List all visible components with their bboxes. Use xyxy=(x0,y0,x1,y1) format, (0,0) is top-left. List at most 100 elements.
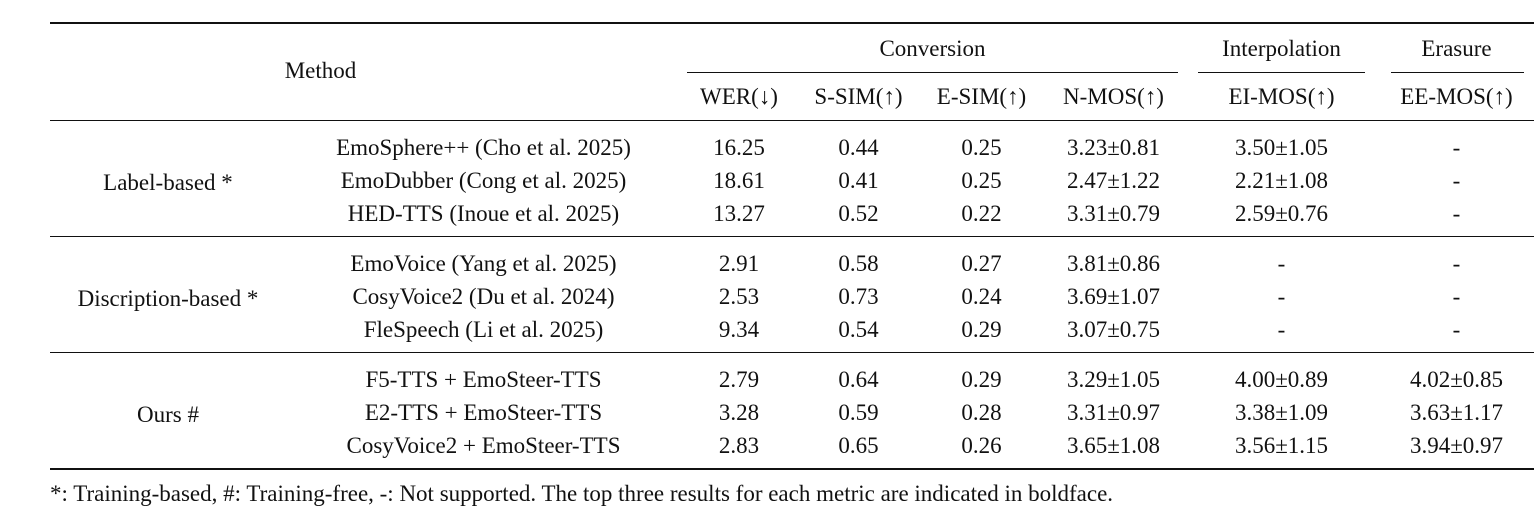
cell-e-sim: 0.29 xyxy=(961,317,1002,342)
cell-wer: 2.91 xyxy=(718,251,760,276)
cmid-rule xyxy=(1198,72,1365,73)
table-row: E2-TTS + EmoSteer-TTS 3.28 0.59 0.28 3.31±0.… xyxy=(50,396,1534,429)
cell-ei-mos: - xyxy=(1277,251,1286,276)
cell-ee-mos: 3.94±0.97 xyxy=(1409,433,1504,458)
cell-ee-mos: - xyxy=(1452,135,1461,160)
cell-n-mos: 3.31±0.97 xyxy=(1066,400,1161,425)
cell-ei-mos: 3.56±1.15 xyxy=(1234,433,1329,458)
cell-wer: 18.61 xyxy=(713,168,765,193)
cell-n-mos: 3.31±0.79 xyxy=(1066,201,1161,226)
cell-s-sim: 0.52 xyxy=(838,201,879,226)
cmid-rule xyxy=(797,72,920,73)
cell-ee-mos: - xyxy=(1452,168,1461,193)
method-name: EmoSphere++ (Cho et al. 2025) xyxy=(336,135,631,160)
cell-ei-mos: 3.50±1.05 xyxy=(1234,135,1329,160)
metric-header-text: N-MOS(↑) xyxy=(1063,83,1164,109)
method-name: HED-TTS (Inoue et al. 2025) xyxy=(347,201,620,226)
conversion-header-label: Conversion xyxy=(879,35,986,61)
table-row: CosyVoice2 (Du et al. 2024) 2.53 0.73 0.24 3… xyxy=(50,280,1534,313)
method-name: CosyVoice2 + EmoSteer-TTS xyxy=(346,433,621,458)
cell-e-sim: 0.26 xyxy=(961,433,1002,458)
method-name: CosyVoice2 (Du et al. 2024) xyxy=(352,284,615,309)
table-row: Ours # F5-TTS + EmoSteer-TTS 2.79 0.64 0.29 3… xyxy=(50,352,1534,426)
group-label: Discription-based * xyxy=(77,286,259,311)
cell-n-mos: 3.65±1.08 xyxy=(1066,433,1161,458)
cell-ei-mos: 3.38±1.09 xyxy=(1234,400,1329,425)
cell-ei-mos: - xyxy=(1277,284,1286,309)
conversion-header: Conversion xyxy=(681,23,1184,72)
metric-header-s-sim: S-SIM(↑) xyxy=(797,72,920,121)
table-row: HED-TTS (Inoue et al. 2025) 13.27 0.52 0.22… xyxy=(50,197,1534,237)
cell-ei-mos: - xyxy=(1277,317,1286,342)
metric-header-text: EE-MOS(↑) xyxy=(1400,83,1513,109)
cell-wer: 2.83 xyxy=(718,433,760,458)
cell-s-sim: 0.65 xyxy=(838,433,879,458)
cmid-rule xyxy=(687,72,797,73)
results-table: Method Conversion Interpolation Erasure … xyxy=(50,22,1534,470)
results-table-figure: Method Conversion Interpolation Erasure … xyxy=(50,22,1534,505)
cell-s-sim: 0.41 xyxy=(838,168,879,193)
cell-n-mos: 2.47±1.22 xyxy=(1066,168,1161,193)
metric-header-text: EI-MOS(↑) xyxy=(1228,83,1335,109)
group-label: Ours # xyxy=(137,402,199,427)
table-row: CosyVoice2 + EmoSteer-TTS 2.83 0.65 0.26 3.6… xyxy=(50,429,1534,469)
cell-n-mos: 3.29±1.05 xyxy=(1066,367,1161,392)
cell-wer: 3.28 xyxy=(718,400,760,425)
cell-ei-mos: 4.00±0.89 xyxy=(1234,367,1329,392)
cell-s-sim: 0.59 xyxy=(838,400,879,425)
cell-n-mos: 3.81±0.86 xyxy=(1066,251,1161,276)
cell-ee-mos: 3.63±1.17 xyxy=(1409,400,1504,425)
metric-header-wer: WER(↓) xyxy=(681,72,797,121)
table-row: FleSpeech (Li et al. 2025) 9.34 0.54 0.29 3.… xyxy=(50,313,1534,353)
interpolation-header: Interpolation xyxy=(1184,23,1379,72)
interpolation-header-label: Interpolation xyxy=(1222,35,1341,61)
cell-wer: 13.27 xyxy=(713,201,765,226)
cell-e-sim: 0.29 xyxy=(961,367,1002,392)
cell-n-mos: 3.07±0.75 xyxy=(1066,317,1161,342)
cell-ee-mos: 4.02±0.85 xyxy=(1409,367,1504,392)
method-name: F5-TTS + EmoSteer-TTS xyxy=(365,367,602,392)
cell-wer: 9.34 xyxy=(718,317,760,342)
cell-ee-mos: - xyxy=(1452,201,1461,226)
cell-ee-mos: - xyxy=(1452,317,1461,342)
metric-header-text: E-SIM(↑) xyxy=(936,83,1027,109)
cell-e-sim: 0.24 xyxy=(961,284,1002,309)
cmid-rule xyxy=(1391,72,1524,73)
cell-n-mos: 3.69±1.07 xyxy=(1066,284,1161,309)
cell-e-sim: 0.25 xyxy=(961,135,1002,160)
cell-ee-mos: - xyxy=(1452,284,1461,309)
metric-header-ei-mos: EI-MOS(↑) xyxy=(1184,72,1379,121)
cell-s-sim: 0.73 xyxy=(838,284,879,309)
cmid-rule xyxy=(920,72,1043,73)
metric-header-text: WER(↓) xyxy=(700,83,778,109)
group-label: Label-based * xyxy=(103,170,233,195)
erasure-header: Erasure xyxy=(1379,23,1534,72)
method-name: EmoDubber (Cong et al. 2025) xyxy=(340,168,627,193)
method-name: FleSpeech (Li et al. 2025) xyxy=(363,317,604,342)
method-header: Method xyxy=(284,57,357,83)
erasure-header-label: Erasure xyxy=(1421,35,1492,61)
cell-ee-mos: - xyxy=(1452,251,1461,276)
table-row: Label-based * EmoSphere++ (Cho et al. 202… xyxy=(50,120,1534,194)
metric-header-ee-mos: EE-MOS(↑) xyxy=(1379,72,1534,121)
cell-n-mos: 3.23±0.81 xyxy=(1066,135,1161,160)
cmid-rule xyxy=(1043,72,1178,73)
table-row: Discription-based * EmoVoice (Yang et al.… xyxy=(50,236,1534,310)
cell-s-sim: 0.54 xyxy=(838,317,879,342)
cell-wer: 16.25 xyxy=(713,135,765,160)
method-name: EmoVoice (Yang et al. 2025) xyxy=(350,251,617,276)
metric-header-n-mos: N-MOS(↑) xyxy=(1043,72,1184,121)
cell-wer: 2.79 xyxy=(718,367,760,392)
metric-header-e-sim: E-SIM(↑) xyxy=(920,72,1043,121)
cell-ei-mos: 2.59±0.76 xyxy=(1234,201,1329,226)
cell-s-sim: 0.64 xyxy=(838,367,879,392)
cell-ei-mos: 2.21±1.08 xyxy=(1234,168,1329,193)
method-name: E2-TTS + EmoSteer-TTS xyxy=(364,400,603,425)
table-row: EmoDubber (Cong et al. 2025) 18.61 0.41 0.2… xyxy=(50,164,1534,197)
cell-e-sim: 0.28 xyxy=(961,400,1002,425)
table-footnote: *: Training-based, #: Training-free, -: … xyxy=(50,481,1114,506)
cell-s-sim: 0.44 xyxy=(838,135,879,160)
metric-header-text: S-SIM(↑) xyxy=(814,83,903,109)
cell-wer: 2.53 xyxy=(718,284,760,309)
cell-e-sim: 0.27 xyxy=(961,251,1002,276)
